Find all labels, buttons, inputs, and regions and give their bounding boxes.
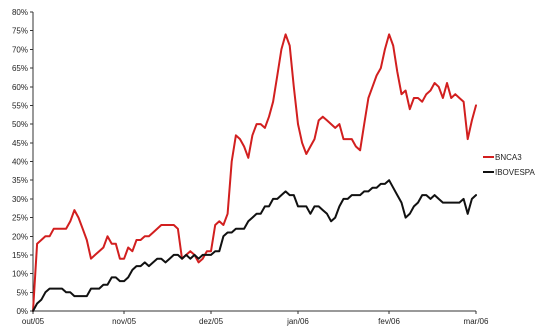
x-tick-label: mar/06 [464, 317, 489, 326]
x-tick-label: out/05 [22, 317, 45, 326]
series-layer [32, 33, 477, 312]
series-line-bnca3 [32, 33, 477, 312]
y-tick-label: 65% [12, 64, 28, 73]
y-tick-label: 5% [16, 288, 28, 297]
y-tick-label: 30% [12, 195, 28, 204]
y-tick-label: 20% [12, 232, 28, 241]
y-tick-label: 0% [16, 307, 28, 316]
y-tick-label: 40% [12, 158, 28, 167]
y-tick-label: 15% [12, 251, 28, 260]
legend: BNCA3 IBOVESPA [483, 153, 536, 177]
y-tick-label: 80% [12, 8, 28, 17]
y-tick-label: 60% [12, 83, 28, 92]
y-tick-label: 25% [12, 214, 28, 223]
x-tick-label: nov/05 [112, 317, 137, 326]
y-tick-label: 10% [12, 270, 28, 279]
y-tick-label: 50% [12, 120, 28, 129]
y-axis: 0% 5% 10% 15% 20% 25% 30% 35% 40% 45% 50% 55% 60% 65%… [12, 8, 34, 316]
x-tick-label: fev/06 [378, 317, 400, 326]
y-tick-label: 45% [12, 139, 28, 148]
x-tick-label: dez/05 [199, 317, 224, 326]
y-tick-label: 70% [12, 45, 28, 54]
series-line-ibovespa [32, 179, 477, 312]
x-tick-label: jan/06 [286, 317, 309, 326]
legend-label-bnca3: BNCA3 [495, 153, 522, 162]
y-tick-label: 55% [12, 101, 28, 110]
x-axis: out/05 nov/05 dez/05 jan/06 fev/06 mar/06 [22, 310, 489, 326]
y-tick-label: 35% [12, 176, 28, 185]
legend-label-ibovespa: IBOVESPA [495, 168, 536, 177]
y-tick-label: 75% [12, 27, 28, 36]
